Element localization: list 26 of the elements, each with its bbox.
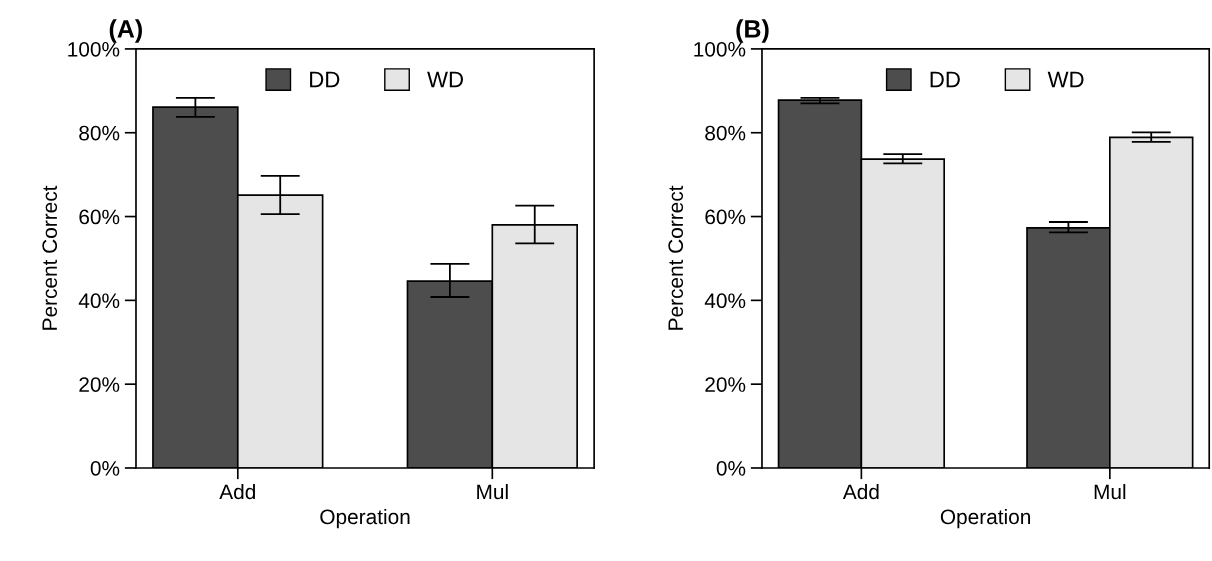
x-tick-label: Add bbox=[842, 483, 879, 500]
y-tick-label: 60% bbox=[79, 209, 120, 225]
legend-label: WD bbox=[1047, 71, 1084, 88]
legend-label: DD bbox=[310, 71, 340, 88]
chart-title: (B) bbox=[736, 19, 769, 43]
y-tick-label: 40% bbox=[704, 293, 746, 309]
y-axis-title: Percent Correct bbox=[42, 185, 58, 330]
y-tick-label: 80% bbox=[705, 125, 746, 141]
y-tick-label: 60% bbox=[705, 209, 746, 225]
y-tick-label: 0% bbox=[90, 460, 120, 476]
x-axis-title: Operation bbox=[320, 508, 410, 529]
x-axis-title: Operation bbox=[940, 508, 1030, 529]
chart-title: (A) bbox=[109, 19, 142, 43]
y-tick-label: 40% bbox=[78, 293, 120, 309]
y-tick-label: 20% bbox=[79, 377, 120, 392]
x-tick-label: Mul bbox=[477, 483, 508, 500]
x-tick-label: Add bbox=[219, 483, 255, 500]
legend-label: DD bbox=[930, 71, 960, 88]
legend-label: WD bbox=[427, 71, 463, 88]
y-tick-label: 100% bbox=[694, 41, 746, 57]
y-axis-title: Percent Correct bbox=[668, 185, 684, 330]
y-tick-label: 0% bbox=[716, 460, 746, 476]
y-tick-label: 80% bbox=[79, 125, 120, 141]
y-tick-label: 20% bbox=[705, 377, 746, 392]
x-tick-label: Mul bbox=[1094, 483, 1126, 500]
y-tick-label: 100% bbox=[68, 41, 120, 57]
